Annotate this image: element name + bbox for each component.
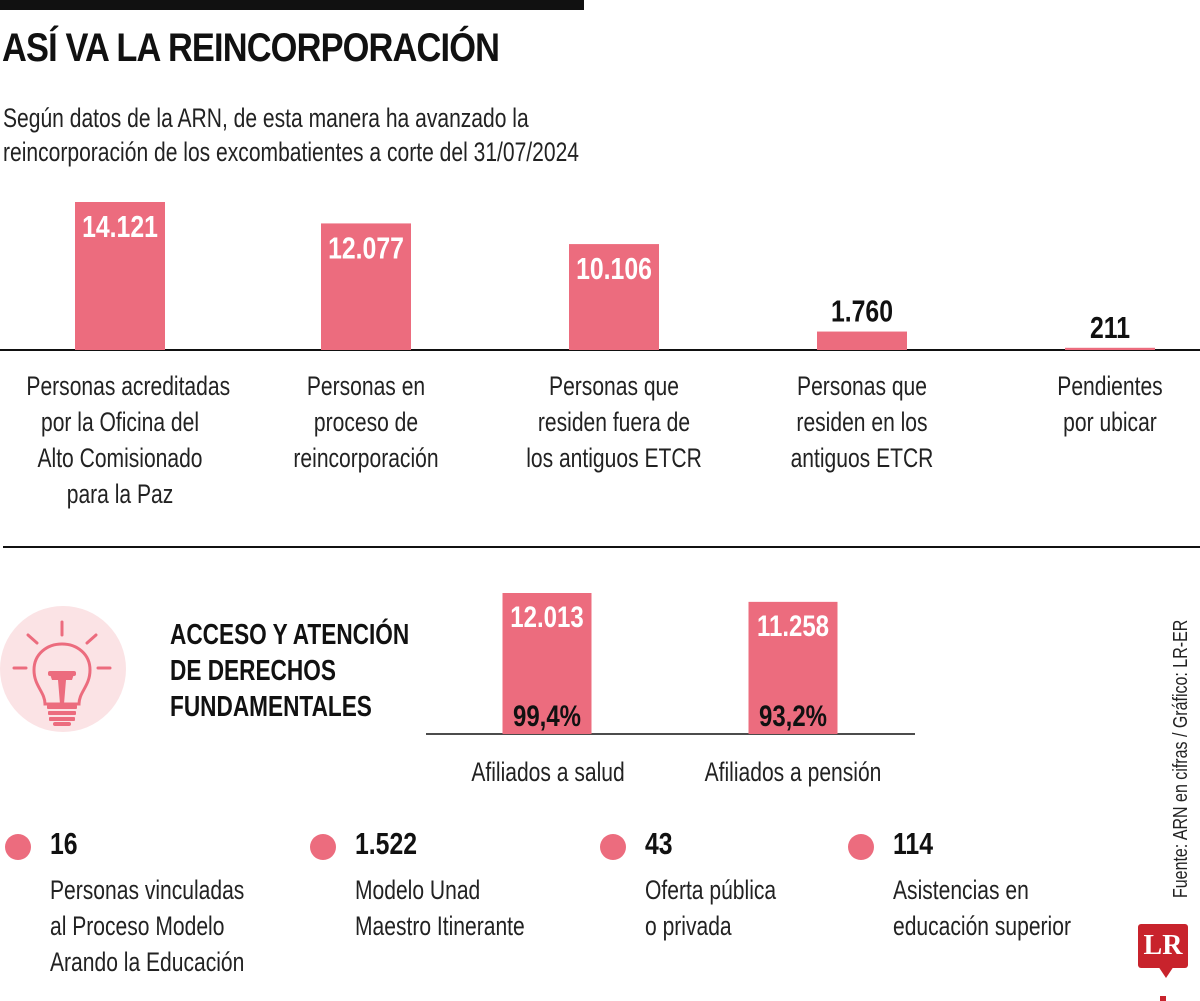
- category-label-line: Personas que: [797, 371, 927, 401]
- bar-value-label: 12.013: [510, 599, 583, 633]
- bar: [748, 601, 838, 734]
- category-label-line: proceso de: [313, 407, 419, 437]
- top-rule: [0, 0, 584, 10]
- bar-percentage-label: 99,4%: [513, 698, 581, 732]
- category-label: Personas que residen en los antiguos ETCR: [768, 368, 955, 476]
- source-credit: Fuente: ARN en cifras / Gráfico: LR-ER: [1170, 619, 1192, 898]
- stat-description-line: Asistencias en: [893, 875, 1029, 905]
- category-label-line: para la Paz: [66, 479, 174, 509]
- stat-description-line: Maestro Itinerante: [355, 911, 525, 941]
- bar-value-label: 14.121: [82, 209, 158, 243]
- stat-description: Oferta pública o privada: [645, 872, 776, 944]
- bar-value-label: 211: [1090, 310, 1130, 344]
- stat-value: 1.522: [355, 826, 418, 861]
- subtitle-line: reincorporación de los excombatientes a …: [3, 137, 580, 167]
- category-label-line: los antiguos ETCR: [526, 443, 702, 473]
- category-label-line: por ubicar: [1063, 407, 1157, 437]
- section-title-line: FUNDAMENTALES: [170, 691, 372, 723]
- category-label-line: residen en los: [796, 407, 928, 437]
- reincorporation-bar-chart: 14.121 12.077 10.106 1.760 211: [0, 202, 1200, 351]
- section-title-line: ACCESO Y ATENCIÓN: [170, 619, 410, 651]
- bullet-dot-icon: [848, 834, 874, 860]
- lightbulb-icon-badge: [0, 606, 126, 732]
- bar-percentage-label: 93,2%: [759, 698, 827, 732]
- bar: [569, 244, 659, 350]
- stat-value: 114: [893, 826, 934, 861]
- bar: [321, 223, 411, 350]
- bullet-dot-icon: [310, 834, 336, 860]
- stat-description: Modelo Unad Maestro Itinerante: [355, 872, 525, 944]
- category-label: Personas que residen fuera de los antiguos…: [520, 368, 707, 476]
- bar-value-label: 11.258: [757, 608, 829, 642]
- category-label-line: reincorporación: [293, 443, 439, 473]
- bar: [502, 593, 592, 734]
- stat-description-line: Oferta pública: [645, 875, 777, 905]
- lr-logo-mark: [1160, 996, 1166, 1001]
- stat-value: 43: [645, 826, 673, 861]
- stat-description-line: Arando la Educación: [50, 947, 245, 977]
- bar-value-label: 10.106: [576, 251, 652, 285]
- stat-description-line: o privada: [645, 911, 732, 941]
- category-label: Personas acreditadas por la Oficina del Al…: [26, 368, 231, 512]
- rights-access-bar-chart: 12.013 99,4% 11.258 93,2%: [426, 593, 915, 735]
- lightbulb-icon: [12, 620, 112, 726]
- category-label-line: Personas que: [549, 371, 679, 401]
- category-label-line: Personas en: [306, 371, 426, 401]
- category-label-line: residen fuera de: [537, 407, 691, 437]
- section-divider: [3, 546, 1200, 548]
- stat-description-line: educación superior: [893, 911, 1071, 941]
- category-label-pension: Afiliados a pensión: [704, 757, 882, 787]
- stat-description: Asistencias en educación superior: [893, 872, 1071, 944]
- category-label: Pendientes por ubicar: [1016, 368, 1200, 440]
- bar: [75, 202, 165, 350]
- category-label: Personas en proceso de reincorporación: [272, 368, 459, 476]
- category-label-line: Alto Comisionado: [37, 443, 203, 473]
- stat-description-line: Personas vinculadas: [50, 875, 245, 905]
- category-label-health: Afiliados a salud: [471, 757, 625, 787]
- bar: [817, 331, 907, 350]
- category-label-line: por la Oficina del: [40, 407, 200, 437]
- lr-logo-text: LR: [1143, 930, 1183, 961]
- stat-value: 16: [50, 826, 78, 861]
- subtitle: Según datos de la ARN, de esta manera ha…: [3, 101, 579, 169]
- lr-logo-tail: [1158, 966, 1174, 978]
- section-title-line: DE DERECHOS: [170, 655, 336, 687]
- lr-logo: [1138, 924, 1188, 968]
- bar-value-label: 1.760: [831, 294, 893, 328]
- stat-description-line: Modelo Unad: [355, 875, 481, 905]
- category-label-line: Pendientes: [1057, 371, 1163, 401]
- page-title: ASÍ VA LA REINCORPORACIÓN: [2, 26, 500, 70]
- bullet-dot-icon: [600, 834, 626, 860]
- bar: [1065, 347, 1155, 350]
- bullet-dot-icon: [5, 834, 31, 860]
- section-title: ACCESO Y ATENCIÓN DE DERECHOS FUNDAMENTA…: [170, 617, 409, 725]
- bar-value-label: 12.077: [328, 231, 404, 265]
- category-label-line: Personas acreditadas: [26, 371, 231, 401]
- stat-description: Personas vinculadas al Proceso Modelo Ar…: [50, 872, 244, 980]
- stat-description-line: al Proceso Modelo: [50, 911, 225, 941]
- subtitle-line: Según datos de la ARN, de esta manera ha…: [3, 103, 529, 133]
- category-label-line: antiguos ETCR: [790, 443, 934, 473]
